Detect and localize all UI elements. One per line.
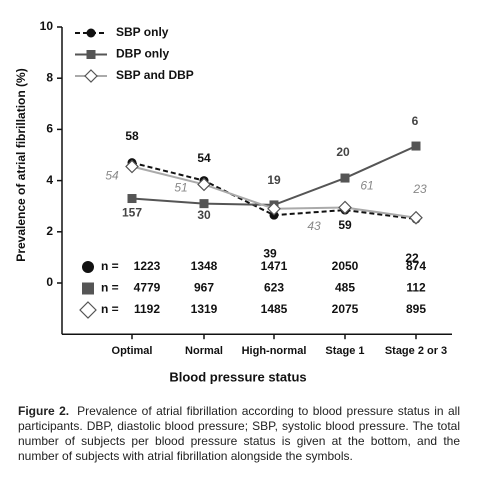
- case-count-label: 157: [122, 206, 142, 220]
- table-marker: [79, 301, 97, 319]
- n-value: 1485: [261, 302, 288, 316]
- caption-label: Figure 2.: [18, 404, 70, 418]
- x-tick-label: Normal: [185, 345, 223, 357]
- n-value: 4779: [134, 281, 161, 295]
- case-count-label: 54: [197, 151, 211, 165]
- case-count-label: 22: [405, 251, 419, 265]
- y-tick-label: 4: [46, 173, 53, 187]
- legend-label: SBP only: [116, 25, 169, 39]
- data-point: [125, 159, 139, 174]
- data-point: [409, 210, 423, 225]
- legend-label: SBP and DBP: [116, 68, 194, 82]
- x-tick-label: Optimal: [112, 345, 153, 357]
- n-prefix: n =: [101, 281, 119, 295]
- data-point: [411, 141, 421, 151]
- table-marker: [82, 282, 94, 295]
- n-prefix: n =: [101, 302, 119, 316]
- data-point: [340, 173, 350, 183]
- n-value: 1223: [134, 259, 161, 273]
- y-tick-label: 6: [46, 122, 53, 136]
- data-point: [338, 200, 352, 215]
- case-count-label: 43: [307, 219, 321, 233]
- n-prefix: n =: [101, 259, 119, 273]
- y-tick-label: 2: [46, 224, 53, 238]
- n-value: 2075: [332, 302, 359, 316]
- n-value: 895: [406, 302, 426, 316]
- case-count-label: 19: [267, 173, 281, 187]
- case-count-label: 30: [197, 208, 211, 222]
- case-count-label: 54: [105, 169, 119, 183]
- n-value: 112: [406, 281, 426, 295]
- n-value: 1348: [191, 259, 218, 273]
- case-count-label: 6: [412, 114, 419, 128]
- data-point: [197, 177, 211, 192]
- data-point: [199, 199, 209, 209]
- n-value: 1319: [191, 302, 218, 316]
- n-value: 1192: [134, 302, 160, 316]
- x-tick-label: High-normal: [242, 345, 307, 357]
- x-tick-label: Stage 1: [325, 345, 364, 357]
- n-value: 485: [335, 281, 355, 295]
- x-tick-label: Stage 2 or 3: [385, 345, 447, 357]
- n-value: 2050: [332, 259, 359, 273]
- table-marker: [82, 261, 94, 273]
- caption: Figure 2. Prevalence of atrial fibrillati…: [18, 404, 460, 464]
- legend-marker: [86, 28, 96, 38]
- y-tick-label: 10: [40, 19, 54, 33]
- y-tick-label: 8: [46, 70, 53, 84]
- y-axis-label: Prevalence of atrial fibrillation (%): [14, 68, 28, 261]
- legend-label: DBP only: [116, 47, 169, 61]
- data-point: [267, 201, 281, 216]
- case-count-label: 61: [360, 179, 373, 193]
- n-value: 874: [406, 259, 426, 273]
- case-count-label: 58: [125, 129, 139, 143]
- data-point: [127, 194, 137, 204]
- n-value: 1471: [261, 259, 288, 273]
- case-count-label: 51: [174, 181, 187, 195]
- case-count-label: 39: [263, 246, 277, 260]
- legend-marker: [84, 69, 98, 83]
- legend-marker: [86, 50, 96, 59]
- chart: Prevalence of atrial fibrillation (%) Bl…: [14, 19, 452, 384]
- case-count-label: 20: [336, 145, 350, 159]
- caption-text: Prevalence of atrial fibrillation accord…: [18, 404, 461, 463]
- n-value: 967: [194, 281, 214, 295]
- x-axis-label: Blood pressure status: [169, 369, 306, 384]
- n-value: 623: [264, 281, 284, 295]
- case-count-label: 59: [338, 218, 352, 232]
- y-tick-label: 0: [46, 275, 53, 289]
- case-count-label: 23: [412, 182, 427, 196]
